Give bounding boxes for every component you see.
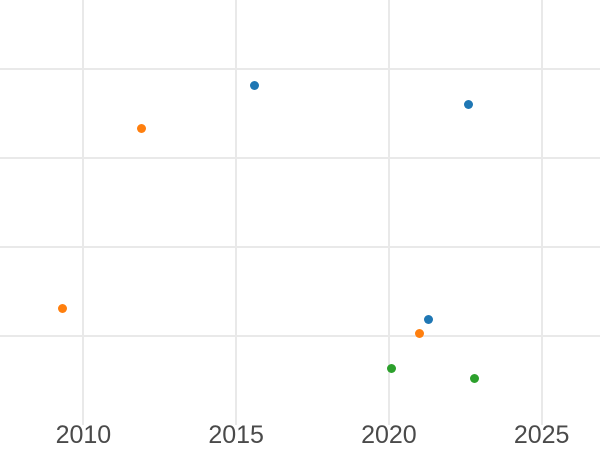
plot-area [0, 0, 600, 425]
h-gridline [0, 68, 600, 71]
data-point-orange-series [136, 123, 146, 133]
v-gridline [540, 0, 543, 425]
data-point-orange-series [57, 304, 67, 314]
v-gridline [387, 0, 390, 425]
data-point-blue-series [249, 80, 259, 90]
h-gridline [0, 246, 600, 249]
data-point-blue-series [463, 99, 473, 109]
x-tick-label: 2020 [361, 421, 417, 449]
data-point-orange-series [414, 328, 424, 338]
v-gridline [235, 0, 238, 425]
v-gridline [82, 0, 85, 425]
x-tick-label: 2025 [513, 421, 570, 449]
data-point-blue-series [424, 314, 434, 324]
data-point-green-series [469, 374, 479, 384]
x-tick-label: 2015 [208, 421, 264, 449]
x-tick-label: 2010 [55, 421, 112, 449]
h-gridline [0, 157, 600, 160]
data-point-green-series [387, 364, 397, 374]
h-gridline [0, 335, 600, 338]
